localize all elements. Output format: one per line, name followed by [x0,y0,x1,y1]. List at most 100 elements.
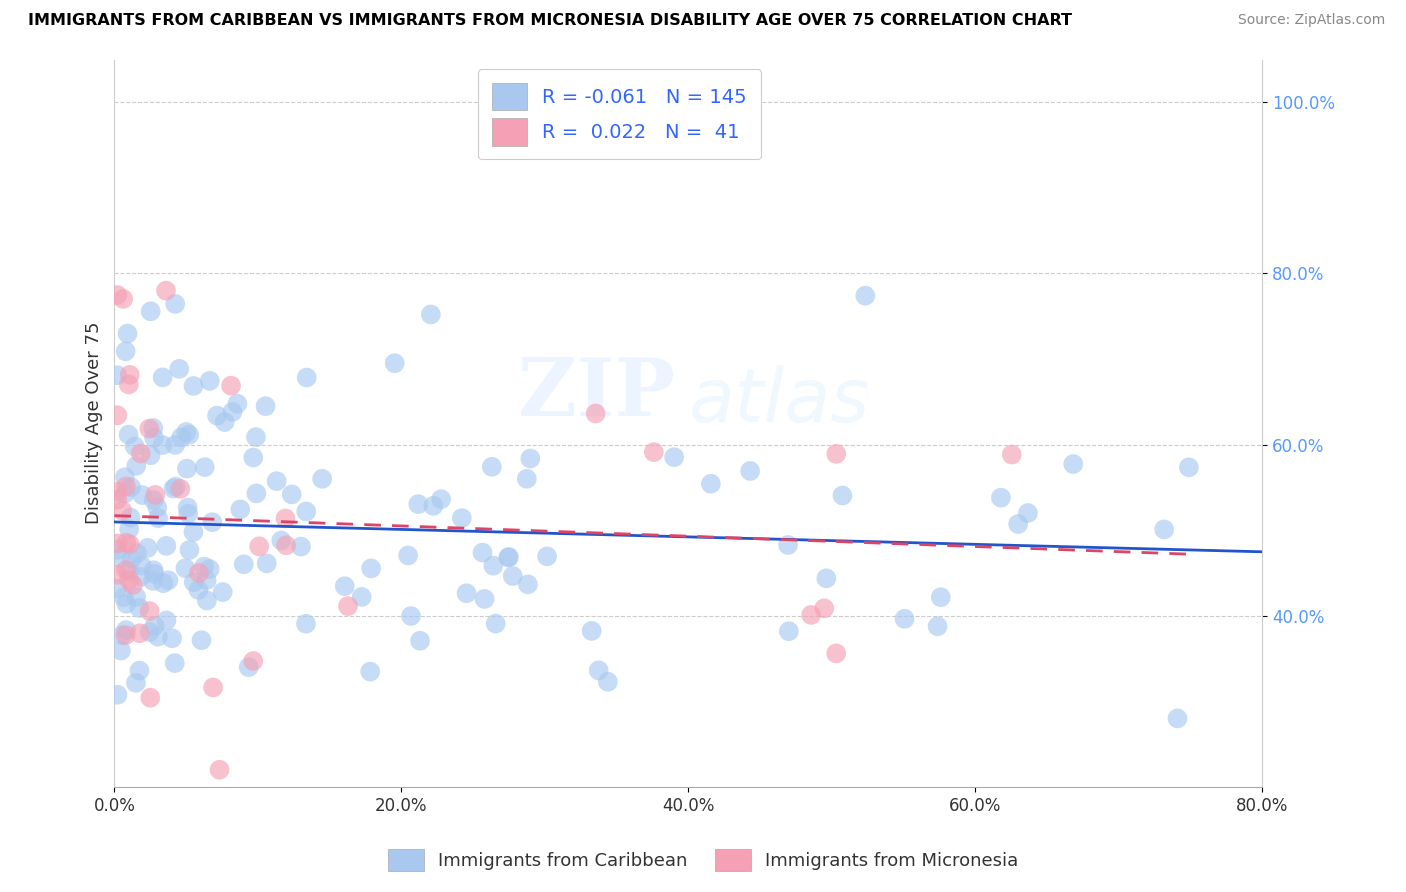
Point [281,487,304,501]
Point [165,438,187,452]
Point [471,545,494,559]
Point [105,492,128,507]
Point [155,539,177,553]
Point [474,591,496,606]
Point [142,574,165,588]
Point [408,497,430,511]
Point [105,288,128,302]
Point [190,633,212,648]
Point [256,557,278,571]
Point [1062,457,1084,471]
Point [198,374,221,388]
Point [359,665,381,679]
Point [929,591,952,605]
Point [176,461,198,475]
Point [198,562,221,576]
Point [131,558,153,573]
Point [155,284,177,298]
Point [396,549,419,563]
Point [893,612,915,626]
Point [187,582,209,597]
Point [152,576,174,591]
Point [700,476,723,491]
Point [115,623,138,637]
Point [242,654,264,668]
Point [142,493,165,508]
Point [107,688,129,702]
Point [247,539,270,553]
Point [160,632,183,646]
Point [399,609,422,624]
Point [456,586,478,600]
Point [118,537,141,551]
Text: IMMIGRANTS FROM CARIBBEAN VS IMMIGRANTS FROM MICRONESIA DISABILITY AGE OVER 75 C: IMMIGRANTS FROM CARIBBEAN VS IMMIGRANTS … [28,13,1073,29]
Point [274,511,297,525]
Point [188,566,211,580]
Point [245,486,267,500]
Point [111,628,134,642]
Point [183,524,205,539]
Point [1178,460,1201,475]
Point [430,492,453,507]
Point [143,566,166,581]
Point [482,558,505,573]
Point [337,599,360,613]
Point [146,500,169,515]
Point [193,559,215,574]
Point [118,377,141,392]
Point [226,397,249,411]
Point [485,616,508,631]
Point [350,590,373,604]
Point [105,542,128,557]
Point [179,543,201,558]
Point [254,399,277,413]
Point [129,570,152,584]
Point [128,601,150,615]
Point [138,625,160,640]
Point [165,297,187,311]
Point [825,447,848,461]
Point [139,448,162,462]
Point [496,550,519,565]
Point [121,552,143,566]
Point [1007,516,1029,531]
Point [596,674,619,689]
Point [105,368,128,383]
Point [384,356,406,370]
Point [409,633,432,648]
Point [143,488,166,502]
Point [146,511,169,525]
Point [111,503,134,517]
Point [778,538,800,552]
Point [202,681,225,695]
Point [107,536,129,550]
Point [152,438,174,452]
Point [167,362,190,376]
Point [211,585,233,599]
Point [740,464,762,478]
Point [129,446,152,460]
Point [295,504,318,518]
Point [183,575,205,590]
Point [120,510,142,524]
Point [290,540,312,554]
Text: ZIP: ZIP [517,355,675,434]
Point [815,571,838,585]
Point [229,502,252,516]
Point [825,646,848,660]
Point [131,488,153,502]
Legend: R = -0.061   N = 145, R =  0.022   N =  41: R = -0.061 N = 145, R = 0.022 N = 41 [478,70,761,160]
Point [146,630,169,644]
Point [155,614,177,628]
Point [169,482,191,496]
Point [125,458,148,473]
Point [481,459,503,474]
Point [778,624,800,639]
Point [232,558,254,572]
Point [536,549,558,564]
Point [194,460,217,475]
Point [270,533,292,548]
Point [108,550,131,565]
Point [853,288,876,302]
Point [152,370,174,384]
